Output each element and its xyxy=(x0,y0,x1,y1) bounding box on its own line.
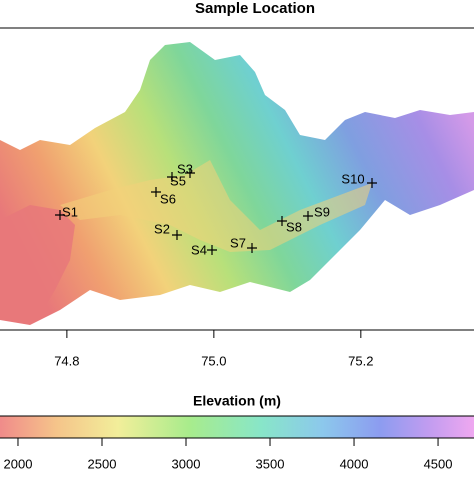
sample-marker xyxy=(277,216,287,226)
sample-marker xyxy=(367,178,377,188)
legend-tick-label: 4000 xyxy=(340,456,369,471)
sample-label: S4 xyxy=(191,242,207,257)
sample-label: S3 xyxy=(177,161,193,176)
sample-marker xyxy=(167,172,177,182)
legend-title: Elevation (m) xyxy=(193,393,281,409)
legend-tick-label: 2500 xyxy=(88,456,117,471)
terrain xyxy=(0,42,474,325)
low-valley xyxy=(0,205,75,320)
sample-label: S5 xyxy=(170,173,186,188)
sample-marker xyxy=(55,210,65,220)
sample-marker xyxy=(303,211,313,221)
sample-marker xyxy=(185,168,195,178)
legend-tick-label: 3500 xyxy=(256,456,285,471)
color-bar xyxy=(0,415,474,439)
map-frame xyxy=(0,27,474,331)
sample-label: S2 xyxy=(154,221,170,236)
sample-marker xyxy=(172,230,182,240)
sample-layer: S1 S2 S3 S4 S5 S6 S7 S8 S9 S10 xyxy=(55,161,377,257)
sample-label: S9 xyxy=(314,204,330,219)
sample-marker xyxy=(247,243,257,253)
sample-label: S1 xyxy=(62,204,78,219)
x-axis: 74.8 75.0 75.2 xyxy=(54,330,373,368)
legend-tick-label: 4500 xyxy=(424,456,453,471)
x-tick-label: 75.0 xyxy=(201,353,226,368)
legend-axis: 2000 2500 3000 3500 4000 4500 xyxy=(4,438,453,471)
sample-label: S8 xyxy=(286,219,302,234)
legend-tick-label: 3000 xyxy=(172,456,201,471)
sample-marker xyxy=(207,245,217,255)
x-tick-label: 75.2 xyxy=(348,353,373,368)
legend-tick-label: 2000 xyxy=(4,456,33,471)
sample-label: S7 xyxy=(230,235,246,250)
x-tick-label: 74.8 xyxy=(54,353,79,368)
river-valley xyxy=(60,160,372,252)
sample-label: S6 xyxy=(160,191,176,206)
map-title: Sample Location xyxy=(195,0,315,17)
sample-marker xyxy=(151,187,161,197)
sample-label: S10 xyxy=(341,171,364,186)
